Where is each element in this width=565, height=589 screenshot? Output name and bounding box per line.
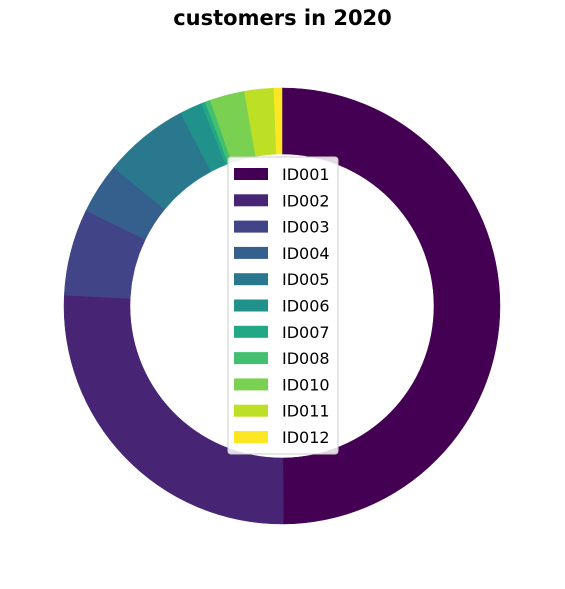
legend-label: ID007 [282, 323, 330, 342]
legend-swatch [234, 404, 268, 417]
legend-label: ID002 [282, 191, 330, 210]
legend-label: ID006 [282, 297, 330, 316]
legend-items: ID001 ID002 ID003 ID004 ID005 ID006 ID007 ID008… [234, 165, 330, 447]
legend-swatch [234, 431, 268, 443]
legend-label: ID012 [282, 428, 330, 447]
legend-label: ID004 [282, 244, 330, 263]
legend-item-id002: ID002 [234, 191, 330, 210]
legend-item-id006: ID006 [234, 297, 330, 316]
legend-label: ID005 [282, 270, 330, 289]
legend-swatch [234, 194, 268, 207]
legend-item-id007: ID007 [234, 323, 330, 342]
legend-swatch [234, 246, 268, 259]
legend-label: ID010 [282, 375, 330, 394]
legend-swatch [234, 352, 268, 365]
legend-swatch [234, 325, 268, 338]
legend-label: ID001 [282, 165, 330, 184]
legend-label: ID011 [282, 402, 330, 421]
legend-item-id008: ID008 [234, 349, 330, 368]
legend-swatch [234, 168, 268, 180]
legend-swatch [234, 299, 268, 312]
legend-label: ID003 [282, 218, 330, 237]
slice-id012 [273, 87, 283, 155]
legend-swatch [234, 378, 268, 391]
legend-item-id010: ID010 [234, 375, 330, 394]
legend-swatch [234, 273, 268, 286]
legend-label: ID008 [282, 349, 330, 368]
legend-item-id004: ID004 [234, 244, 330, 263]
legend-item-id001: ID001 [234, 165, 330, 184]
chart-title: customers in 2020 [173, 6, 392, 30]
donut-slices [63, 87, 501, 525]
legend-item-id003: ID003 [234, 218, 330, 237]
legend-item-id012: ID012 [234, 428, 330, 447]
legend-item-id005: ID005 [234, 270, 330, 289]
legend-item-id011: ID011 [234, 402, 330, 421]
slice-id002 [63, 294, 284, 525]
legend: ID001 ID002 ID003 ID004 ID005 ID006 ID007 ID008… [227, 156, 339, 455]
legend-swatch [234, 220, 268, 233]
slice-id001 [281, 87, 501, 525]
